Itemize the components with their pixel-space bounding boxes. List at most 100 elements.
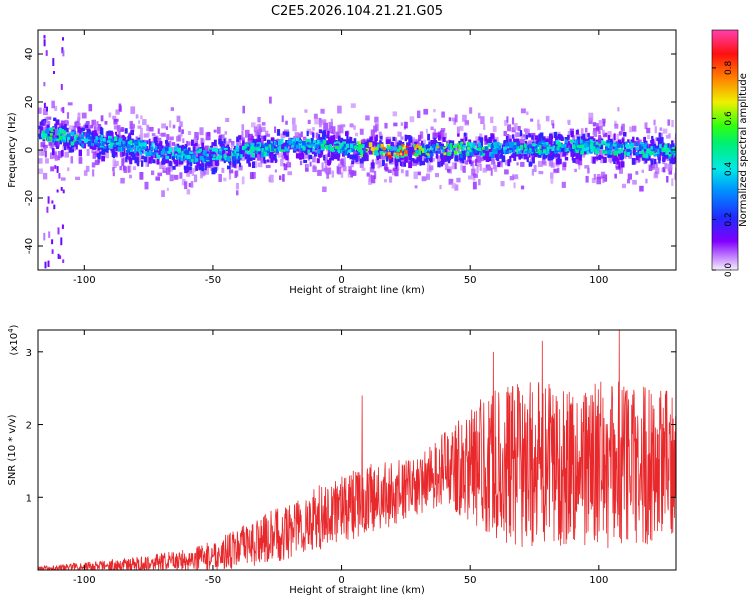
spectrogram-halo-cell bbox=[156, 137, 162, 143]
spectrogram-core-cell bbox=[415, 144, 419, 148]
spectrogram-halo-cell bbox=[176, 162, 181, 167]
spectrogram-core-cell bbox=[329, 144, 332, 147]
spectrogram-body-cell bbox=[276, 129, 281, 136]
spectrogram-halo-cell bbox=[601, 118, 606, 124]
spectrogram-body-cell bbox=[631, 158, 636, 165]
spectrogram-body-cell bbox=[613, 159, 616, 164]
spectrogram-core-cell bbox=[292, 141, 296, 145]
spectrogram-halo-cell bbox=[202, 168, 207, 175]
spectrogram-halo-cell bbox=[448, 117, 451, 122]
spectrogram-core-cell bbox=[199, 148, 202, 152]
spectrogram-halo-cell bbox=[469, 107, 473, 114]
spectrogram-core-cell bbox=[524, 148, 527, 152]
spectrogram-body-cell bbox=[575, 153, 579, 160]
spectrogram-halo-cell bbox=[323, 122, 329, 131]
spectrogram-halo-cell bbox=[434, 173, 439, 178]
spectrogram-core-cell bbox=[564, 139, 568, 144]
spectrogram-halo-cell bbox=[187, 141, 191, 146]
spectrogram-core-cell bbox=[508, 150, 512, 153]
spectrogram-halo-cell bbox=[674, 173, 676, 180]
spectrogram-body-cell bbox=[141, 160, 144, 167]
spectrogram-body-cell bbox=[40, 127, 43, 131]
spectrogram-core-cell bbox=[138, 148, 141, 153]
spectrogram-core-cell bbox=[642, 152, 646, 158]
spectrogram-body-cell bbox=[323, 154, 326, 161]
spectrogram-halo-cell bbox=[326, 173, 330, 179]
spectrogram-body-cell bbox=[208, 153, 212, 158]
spectrogram-body-cell bbox=[156, 159, 160, 165]
spectrogram-body-cell bbox=[443, 153, 447, 161]
spectrogram-halo-cell bbox=[427, 161, 431, 169]
spectrogram-core-cell bbox=[626, 148, 631, 153]
spectrogram-core-cell bbox=[589, 139, 593, 144]
spectrogram-body-cell bbox=[488, 137, 492, 141]
spectrogram-halo-cell bbox=[139, 172, 144, 180]
spectrogram-halo-cell bbox=[169, 136, 174, 141]
spectrogram-halo-cell bbox=[312, 127, 315, 131]
colorbar-tick-label: 0.0 bbox=[724, 263, 734, 278]
spectrogram-core-cell bbox=[320, 143, 325, 148]
spectrogram-edge-cell bbox=[47, 260, 50, 267]
spectrogram-body-cell bbox=[547, 154, 552, 161]
spectrogram-core-cell bbox=[379, 151, 383, 155]
spectrogram-halo-cell bbox=[462, 165, 466, 173]
spectrogram-core-cell bbox=[377, 144, 380, 148]
spectrogram-halo-cell bbox=[655, 167, 660, 175]
spectrogram-body-cell bbox=[192, 147, 196, 152]
spectrogram-edge-cell bbox=[60, 84, 63, 90]
spectrogram-body-cell bbox=[592, 156, 596, 164]
spectrogram-halo-cell bbox=[315, 132, 319, 139]
spectrogram-core-cell bbox=[271, 147, 274, 152]
spectrogram-body-cell bbox=[270, 149, 273, 156]
spectrogram-core-cell bbox=[87, 141, 91, 146]
spectrogram-body-cell bbox=[342, 152, 345, 157]
spectrogram-halo-cell bbox=[513, 175, 519, 180]
spectrogram-body-cell bbox=[103, 148, 107, 152]
spectrogram-halo-cell bbox=[138, 154, 142, 163]
spectrogram-core-cell bbox=[569, 139, 573, 143]
spectrogram-halo-cell bbox=[662, 167, 666, 173]
spectrogram-body-cell bbox=[613, 133, 616, 141]
spectrogram-core-cell bbox=[176, 154, 181, 157]
spectrogram-core-cell bbox=[126, 146, 129, 149]
spectrogram-core-cell bbox=[183, 150, 187, 154]
spectrogram-core-cell bbox=[430, 152, 434, 157]
spectrogram-halo-cell bbox=[352, 150, 358, 157]
spectrogram-halo-cell bbox=[269, 96, 272, 104]
spectrogram-core-cell bbox=[646, 148, 650, 154]
spectrogram-core-cell bbox=[432, 150, 436, 154]
spectrogram-halo-cell bbox=[256, 131, 262, 137]
spectrogram-core-cell bbox=[210, 154, 214, 157]
spectrogram-halo-cell bbox=[304, 109, 308, 113]
spectrogram-body-cell bbox=[183, 146, 187, 150]
spectrogram-core-cell bbox=[550, 147, 553, 151]
spectrogram-core-cell bbox=[152, 151, 157, 155]
spectrogram-body-cell bbox=[101, 149, 105, 155]
spectrogram-body-cell bbox=[535, 140, 539, 147]
spectrogram-halo-cell bbox=[138, 120, 141, 124]
spectrogram-body-cell bbox=[194, 142, 198, 147]
spectrogram-body-cell bbox=[211, 168, 216, 175]
spectrogram-core-cell bbox=[427, 154, 431, 158]
spectrogram-halo-cell bbox=[170, 107, 174, 111]
spectrogram-halo-cell bbox=[454, 184, 459, 191]
spectrogram-core-cell bbox=[498, 143, 502, 146]
spectrogram-halo-cell bbox=[467, 153, 471, 162]
spectrogram-core-cell bbox=[492, 148, 497, 154]
spectrogram-core-cell bbox=[473, 145, 476, 149]
spectrogram-halo-cell bbox=[394, 169, 399, 177]
spectrogram-halo-cell bbox=[483, 124, 486, 130]
spectrogram-edge-cell bbox=[53, 204, 56, 210]
spectrogram-core-cell bbox=[649, 151, 652, 155]
spectrogram-core-cell bbox=[524, 150, 529, 153]
spectrogram-core-cell bbox=[414, 146, 417, 151]
spectrogram-body-cell bbox=[330, 152, 335, 158]
spectrogram-core-cell bbox=[399, 149, 402, 153]
spectrogram-halo-cell bbox=[44, 117, 49, 124]
spectrogram-body-cell bbox=[437, 142, 441, 148]
spectrogram-core-cell bbox=[614, 146, 619, 151]
spectrogram-core-cell bbox=[324, 144, 327, 149]
spectrogram-halo-cell bbox=[337, 124, 341, 133]
spectrogram-halo-cell bbox=[429, 165, 434, 171]
